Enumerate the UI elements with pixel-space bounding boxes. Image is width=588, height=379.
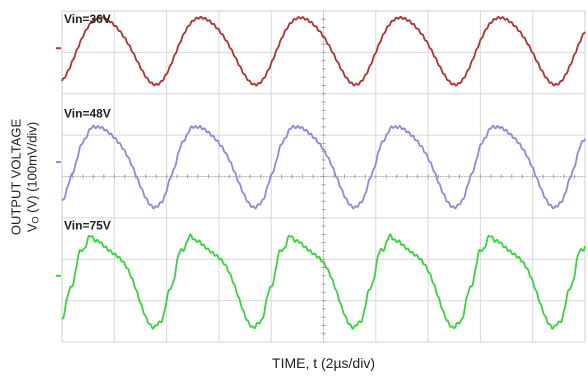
waveform-series-3 (61, 233, 586, 330)
y-axis-label: OUTPUT VOLTAGE VO (V) (100mV/div) (2, 11, 50, 342)
waveform-series-2 (61, 124, 586, 210)
series-label-2: Vin=48V (64, 107, 111, 121)
y-axis-label-line1: OUTPUT VOLTAGE (8, 118, 24, 235)
series-label-1: Vin=36V (64, 12, 111, 26)
series-label-3: Vin=75V (64, 218, 111, 232)
y-axis-label-line2: VO (V) (100mV/div) (24, 121, 41, 232)
plot-frame (61, 10, 586, 343)
x-axis-label: TIME, t (2µs/div) (272, 355, 375, 371)
waveform-series-1 (61, 15, 586, 87)
